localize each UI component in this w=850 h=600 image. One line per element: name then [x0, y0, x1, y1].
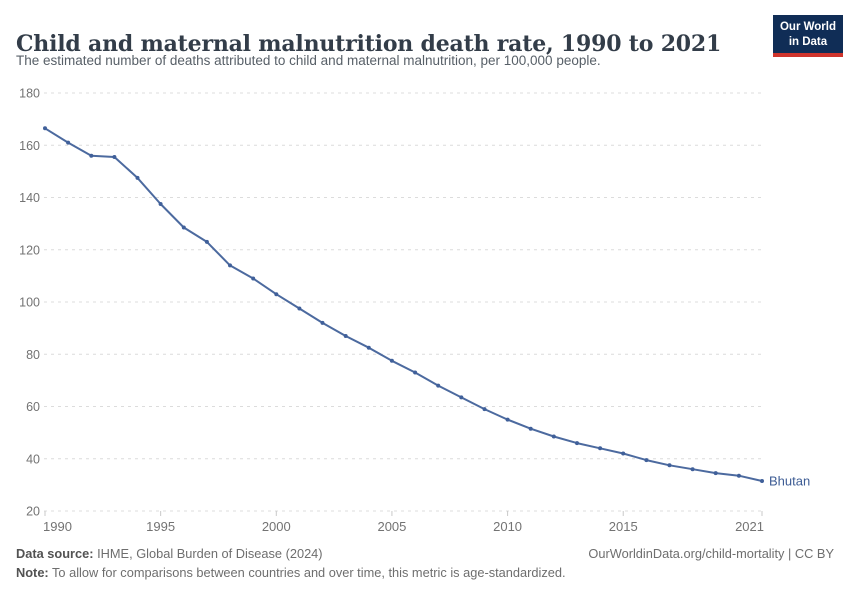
owid-url-link[interactable]: OurWorldinData.org/child-mortality | CC … [588, 546, 834, 561]
data-point[interactable] [482, 407, 487, 412]
owid-logo[interactable]: Our World in Data [772, 15, 843, 57]
note-label: Note: [16, 565, 49, 580]
data-source-text: Data source: IHME, Global Burden of Dise… [16, 546, 323, 561]
data-point[interactable] [112, 155, 117, 159]
data-point[interactable] [459, 395, 464, 400]
data-source-label: Data source: [16, 546, 94, 561]
data-point[interactable] [760, 479, 764, 483]
y-axis-tick-label: 60 [26, 400, 40, 414]
x-axis-tick-label: 2010 [493, 519, 522, 534]
data-point[interactable] [575, 441, 579, 446]
x-axis-tick-label: 1995 [146, 519, 175, 534]
x-axis-tick-label: 2021 [735, 519, 764, 534]
y-axis-tick-label: 160 [19, 139, 40, 153]
data-point[interactable] [297, 306, 302, 311]
data-point[interactable] [713, 471, 718, 476]
chart-subtitle: The estimated number of deaths attribute… [16, 53, 601, 68]
data-point[interactable] [436, 383, 441, 388]
data-point[interactable] [528, 426, 533, 431]
data-point[interactable] [320, 320, 325, 325]
data-point[interactable] [413, 370, 418, 375]
y-axis-tick-label: 80 [26, 348, 40, 362]
data-point[interactable] [598, 446, 603, 451]
data-point[interactable] [667, 463, 672, 468]
x-axis-tick-label: 1990 [43, 519, 72, 534]
data-point[interactable] [66, 140, 71, 145]
data-point[interactable] [43, 126, 47, 131]
data-point[interactable] [505, 417, 510, 422]
trend-line[interactable] [44, 127, 763, 482]
data-point[interactable] [228, 263, 232, 268]
data-point[interactable] [690, 467, 695, 472]
chart-footer: Data source: IHME, Global Burden of Dise… [16, 546, 834, 580]
series-end-label[interactable]: Bhutan [769, 473, 810, 488]
x-axis-tick-label: 2005 [377, 519, 406, 534]
data-point[interactable] [551, 434, 556, 439]
y-axis-tick-label: 40 [26, 452, 40, 466]
data-point[interactable] [736, 473, 741, 478]
x-axis-tick-label: 2015 [609, 519, 638, 534]
data-point[interactable] [251, 276, 256, 281]
data-point[interactable] [621, 451, 626, 456]
owid-logo-line2: in Data [788, 35, 828, 48]
data-point[interactable] [158, 202, 163, 206]
data-point[interactable] [644, 458, 649, 463]
data-point[interactable] [204, 239, 209, 244]
chart-title: Child and maternal malnutrition death ra… [16, 30, 722, 57]
data-source-value: IHME, Global Burden of Disease (2024) [93, 546, 323, 561]
data-point[interactable] [135, 175, 140, 180]
data-point[interactable] [343, 334, 348, 338]
data-point[interactable] [89, 153, 94, 158]
y-axis-tick-label: 20 [26, 505, 40, 519]
data-point[interactable] [181, 225, 186, 230]
data-point[interactable] [389, 358, 394, 363]
data-point[interactable] [274, 292, 279, 297]
y-axis-tick-label: 120 [19, 243, 40, 257]
y-axis-tick-label: 100 [19, 296, 40, 310]
y-axis-tick-label: 140 [19, 191, 40, 205]
x-axis-tick-label: 2000 [262, 519, 291, 534]
owid-logo-line1: Our World [779, 21, 836, 33]
note-value: To allow for comparisons between countri… [48, 565, 566, 580]
data-point[interactable] [366, 345, 371, 350]
y-axis-tick-label: 180 [19, 87, 40, 101]
